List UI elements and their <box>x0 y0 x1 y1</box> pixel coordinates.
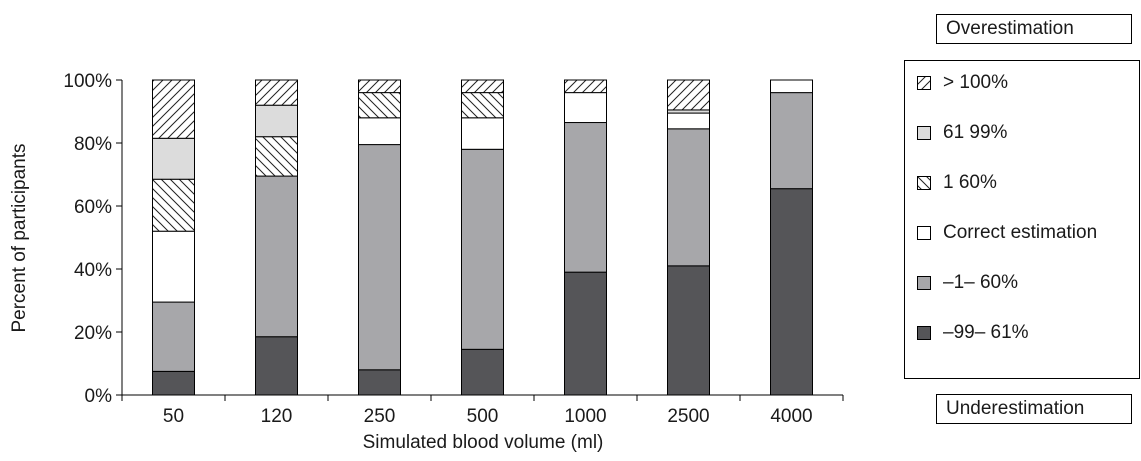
legend-item: 61 99% <box>917 122 1007 144</box>
legend-label: > 100% <box>943 72 1008 93</box>
legend-item: Correct estimation <box>917 222 1097 244</box>
x-tick-label: 2500 <box>667 406 709 427</box>
x-tick-label: 500 <box>467 406 499 427</box>
y-tick-label: 60% <box>74 197 112 218</box>
y-axis-title: Percent of participants <box>9 143 30 332</box>
x-tick-label: 1000 <box>564 406 606 427</box>
legend-swatch <box>917 126 931 140</box>
y-tick-label: 40% <box>74 260 112 281</box>
legend-label: –1– 60% <box>943 272 1019 293</box>
x-axis: 50 120 250 500 1000 2500 4000 <box>121 394 844 427</box>
bar-segment <box>564 92 607 124</box>
bar-segment <box>255 104 298 138</box>
x-axis-title: Simulated blood volume (ml) <box>363 432 604 453</box>
bar-segment <box>358 369 401 396</box>
bar-segment <box>770 79 813 94</box>
bar-segment <box>255 175 298 338</box>
bar-segment <box>152 79 195 139</box>
legend-label: 1 60% <box>943 172 997 193</box>
bar-segment <box>667 128 710 267</box>
bar-segment <box>461 92 504 119</box>
legend-item: –99– 61% <box>917 322 1029 344</box>
legend-label: Correct estimation <box>943 222 1098 243</box>
x-tick-label: 120 <box>261 406 293 427</box>
bar-segment <box>255 336 298 396</box>
bar-segment <box>358 144 401 371</box>
bar-segment <box>461 79 504 94</box>
legend-swatch <box>917 176 931 190</box>
bar-segment <box>770 92 813 190</box>
x-tick-label: 250 <box>364 406 396 427</box>
legend-swatch <box>917 76 931 90</box>
bar-segment <box>152 230 195 303</box>
bar-segment <box>564 79 607 94</box>
bar-segment <box>667 112 710 130</box>
bar-segment <box>564 122 607 273</box>
bar-segment <box>358 79 401 94</box>
bar-segment <box>358 117 401 146</box>
bar-segment <box>461 117 504 150</box>
overestimation-label: Overestimation <box>936 14 1132 44</box>
bars <box>152 79 813 396</box>
legend-item: 1 60% <box>917 172 997 194</box>
bar-segment <box>152 370 195 396</box>
bar-segment <box>152 301 195 372</box>
bar-segment <box>667 265 710 396</box>
y-axis: 0% 20% 40% 60% 80% 100% <box>63 71 123 407</box>
legend-swatch <box>917 326 931 340</box>
legend: > 100% 61 99% 1 60% Correct estimation –1– 6… <box>904 60 1140 379</box>
legend-item: –1– 60% <box>917 272 1018 294</box>
x-tick-label: 50 <box>163 406 184 427</box>
legend-label: –99– 61% <box>943 322 1029 343</box>
bar-segment <box>461 348 504 396</box>
legend-swatch <box>917 226 931 240</box>
bar-segment <box>255 136 298 177</box>
legend-swatch <box>917 276 931 290</box>
legend-label: 61 99% <box>943 122 1008 143</box>
bar-segment <box>564 271 607 396</box>
bar-segment <box>152 178 195 232</box>
bar-segment <box>152 137 195 180</box>
y-tick-label: 0% <box>85 386 113 407</box>
y-tick-label: 100% <box>63 71 112 92</box>
y-tick-label: 20% <box>74 323 112 344</box>
x-tick-label: 4000 <box>770 406 812 427</box>
bar-segment <box>358 92 401 119</box>
y-tick-label: 80% <box>74 134 112 155</box>
bar-segment <box>461 148 504 350</box>
bar-segment <box>770 188 813 396</box>
bar-segment <box>667 79 710 111</box>
bar-segment <box>255 79 298 106</box>
underestimation-label: Underestimation <box>936 394 1132 424</box>
legend-item: > 100% <box>917 72 1008 94</box>
